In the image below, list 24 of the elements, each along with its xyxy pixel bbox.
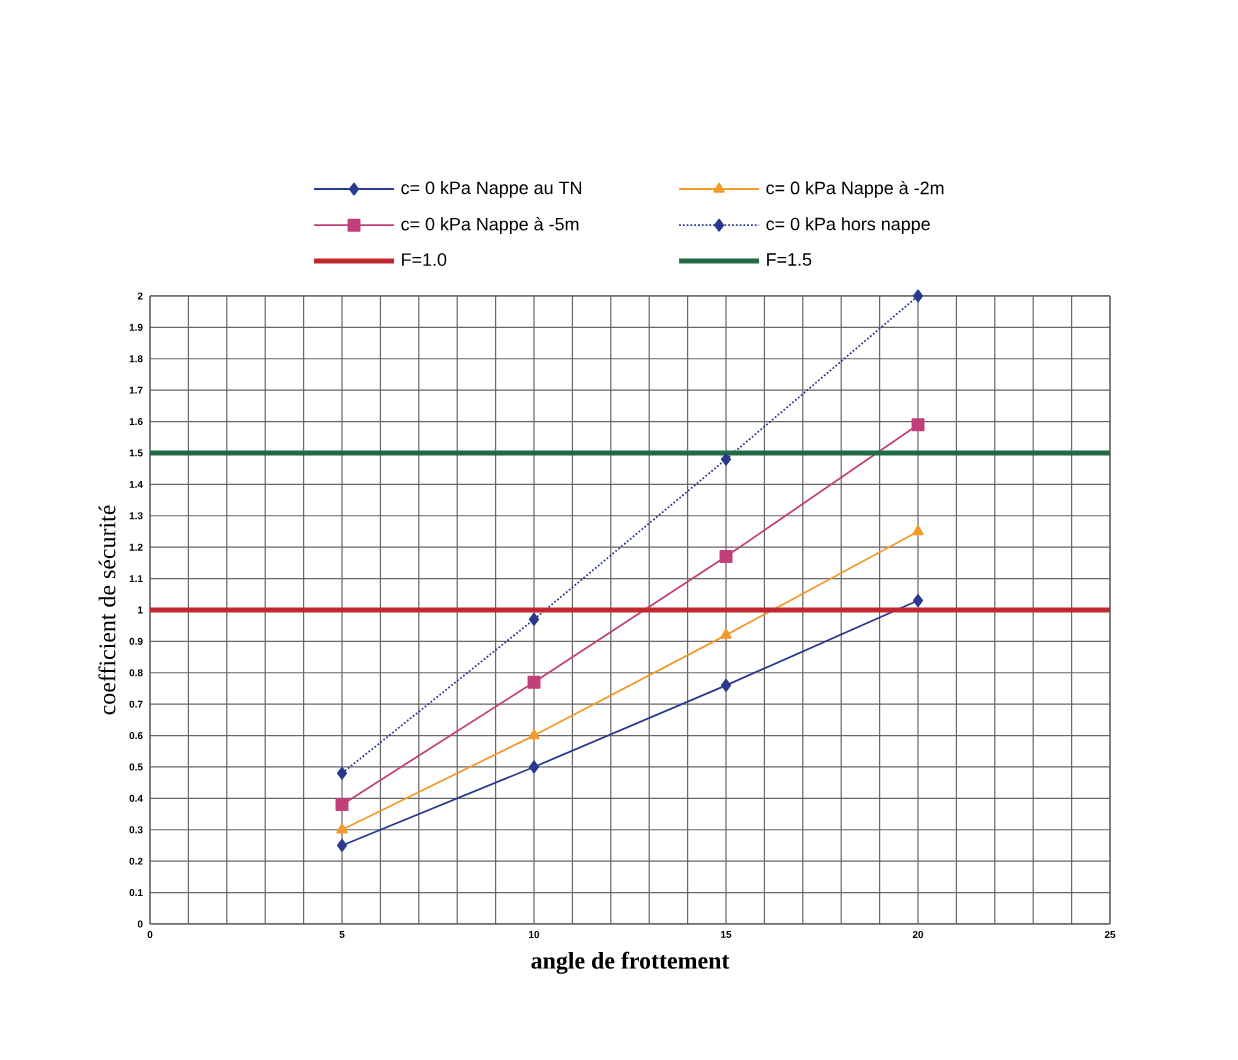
legend-label: F=1.5: [767, 253, 812, 266]
point: [912, 524, 924, 536]
point: [336, 823, 348, 834]
point: [336, 766, 348, 780]
point: [528, 760, 540, 774]
point: [912, 289, 924, 303]
point: [911, 418, 925, 432]
point: [335, 798, 349, 812]
point: [912, 594, 924, 608]
point: [720, 452, 732, 466]
legend-label: c= 0 kPa hors nappe: [766, 217, 930, 234]
y-axis-title: coefficient de sécurité: [98, 505, 116, 715]
point: [719, 550, 733, 564]
legend-label: c= 0 kPa Nappe à -2m: [766, 180, 944, 198]
point: [528, 729, 540, 740]
point: [528, 612, 540, 626]
legend-label: c= 0 kPa Nappe au TN: [401, 181, 582, 198]
legend-label: F=1.0: [402, 253, 447, 266]
point: [720, 678, 732, 692]
point: [336, 838, 348, 852]
point: [527, 675, 541, 689]
point: [720, 628, 732, 639]
legend-label: c= 0 kPa Nappe à -5m: [401, 217, 579, 235]
x-axis-title: angle de frottement: [531, 951, 730, 974]
